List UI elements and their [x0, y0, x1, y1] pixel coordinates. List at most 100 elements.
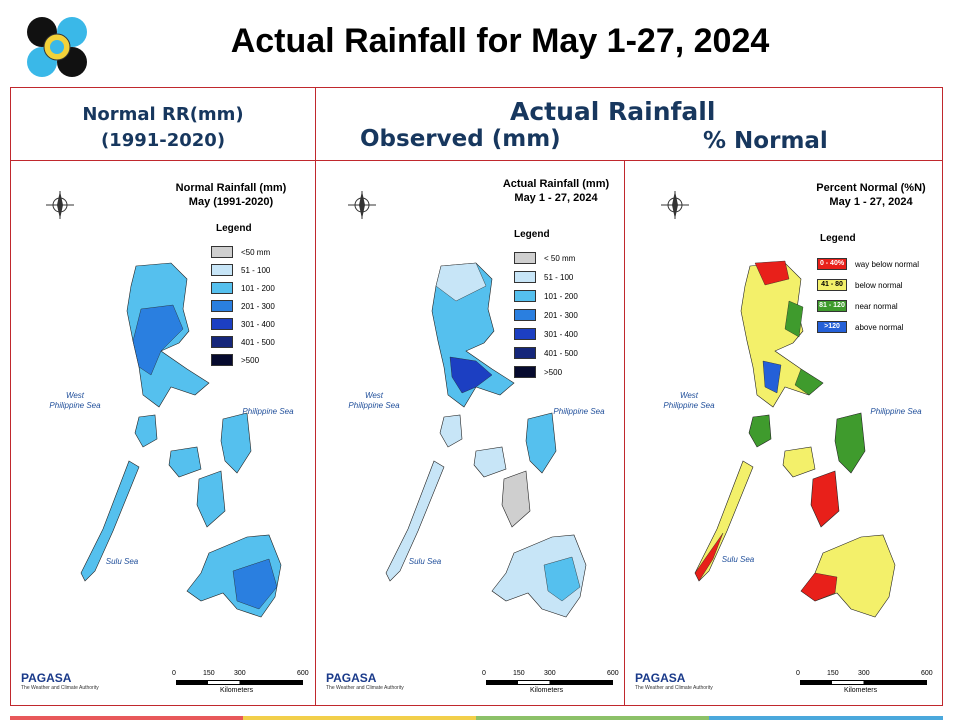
palawan	[385, 460, 445, 582]
map-panel-percent: Percent Normal (%N) May 1 - 27, 2024 Leg…	[624, 160, 943, 706]
scale-tick-label: 0	[482, 670, 486, 677]
map-title-line1: Percent Normal (%N)	[816, 182, 926, 194]
sea-label-east: Philippine Sea	[242, 407, 294, 416]
luzon-wet-core	[449, 356, 493, 394]
legend-item: 201 - 300	[514, 308, 578, 322]
legend-swatch	[211, 246, 233, 258]
legend-title: Legend	[514, 229, 550, 240]
footer-stripe-yellow	[243, 716, 476, 720]
legend-swatch	[211, 318, 233, 330]
luzon-wet-core	[132, 304, 184, 376]
legend-item: < 50 mm	[514, 251, 575, 265]
panay	[782, 446, 816, 478]
normal-rainfall-map	[46, 191, 282, 618]
legend-swatch	[514, 309, 536, 321]
palawan	[80, 460, 140, 582]
legend-label: >500	[544, 367, 563, 377]
sea-label-sulu: Sulu Sea	[408, 557, 442, 566]
luzon-north-red	[754, 260, 790, 286]
legend-item: 401 - 500	[211, 335, 275, 349]
legend-swatch	[211, 282, 233, 294]
legend-label: 51 - 100	[544, 272, 574, 282]
compass-rose	[46, 191, 74, 219]
legend-swatch: 0 - 40%	[817, 258, 847, 270]
mindoro	[748, 414, 772, 448]
scale-bar	[800, 680, 927, 685]
pagasa-brand: PAGASA The Weather and Climate Authority	[326, 671, 404, 691]
legend-label: 51 - 100	[241, 265, 271, 275]
bicol-green	[794, 368, 824, 396]
map-title-line2: May (1991-2020)	[188, 196, 274, 208]
legend-item: 41 - 80 below normal	[817, 278, 903, 292]
scale-tick-label: 150	[513, 670, 525, 677]
legend-swatch	[211, 354, 233, 366]
legend-swatch	[211, 300, 233, 312]
scale-unit: Kilometers	[530, 687, 564, 694]
legend-label: 101 - 200	[241, 283, 275, 293]
legend-label: <50 mm	[241, 247, 271, 257]
map-title-line2: May 1 - 27, 2024	[514, 192, 598, 204]
observed-header: Observed (mm)	[360, 126, 561, 152]
footer-stripe-green	[476, 716, 709, 720]
luzon-east-green	[784, 300, 804, 338]
scale-bar	[176, 680, 303, 685]
scale-tick-label: 600	[921, 670, 933, 677]
legend-label: above normal	[855, 322, 904, 332]
map-title-line1: Actual Rainfall (mm)	[502, 178, 610, 190]
legend-swatch	[514, 347, 536, 359]
scale-tick-label: 300	[858, 670, 870, 677]
negros-cebu	[501, 470, 531, 528]
legend-swatch	[211, 336, 233, 348]
legend-label: 401 - 500	[544, 348, 578, 358]
legend-label: below normal	[855, 280, 903, 290]
pagasa-logo	[27, 17, 87, 77]
scale-bar	[486, 680, 613, 685]
panay	[168, 446, 202, 478]
samar-leyte	[525, 412, 557, 474]
legend-label: 101 - 200	[544, 291, 578, 301]
legend-label: near normal	[855, 301, 898, 311]
legend-label: >500	[241, 355, 260, 365]
philippines-map	[80, 262, 282, 618]
pagasa-brand: PAGASA The Weather and Climate Authority	[635, 671, 713, 691]
legend-label: 201 - 300	[544, 310, 578, 320]
map-panel-normal: Normal Rainfall (mm) May (1991-2020) Leg…	[10, 160, 316, 706]
scale-unit: Kilometers	[844, 687, 878, 694]
negros-cebu	[196, 470, 226, 528]
luzon-north-dry	[435, 262, 487, 302]
sea-label-sulu: Sulu Sea	[105, 557, 139, 566]
legend-item: 401 - 500	[514, 346, 578, 360]
legend-item: 301 - 400	[211, 317, 275, 331]
luzon-central-blue	[762, 360, 782, 394]
legend-item: 301 - 400	[514, 327, 578, 341]
scale-tick-label: 600	[607, 670, 619, 677]
philippines-map	[694, 260, 896, 618]
scale-tick-label: 0	[796, 670, 800, 677]
pagasa-brand: PAGASA The Weather and Climate Authority	[21, 671, 99, 691]
map-title-line2: May 1 - 27, 2024	[829, 196, 913, 208]
negros-cebu	[810, 470, 840, 528]
legend-item: 51 - 100	[211, 263, 270, 277]
panay	[473, 446, 507, 478]
legend-item: 81 - 120 near normal	[817, 299, 898, 313]
samar-leyte	[220, 412, 252, 474]
scale-unit: Kilometers	[220, 687, 254, 694]
legend-swatch	[514, 366, 536, 378]
legend-label: 301 - 400	[241, 319, 275, 329]
scale-tick-label: 300	[544, 670, 556, 677]
scale-tick-label: 0	[172, 670, 176, 677]
percent-normal-map	[661, 191, 896, 618]
legend-swatch	[514, 328, 536, 340]
page-title: Actual Rainfall for May 1-27, 2024	[230, 22, 770, 60]
sea-label-east: Philippine Sea	[553, 407, 605, 416]
legend-label: < 50 mm	[544, 253, 576, 263]
map-panel-observed: Actual Rainfall (mm) May 1 - 27, 2024 Le…	[315, 160, 625, 706]
legend-item: >500	[211, 353, 259, 367]
compass-rose	[661, 191, 689, 219]
normal-header-line2: (1991-2020)	[100, 130, 226, 151]
map-title-line1: Normal Rainfall (mm)	[175, 182, 287, 194]
sea-label-west: West Philippine Sea	[348, 391, 400, 410]
palawan-red	[694, 532, 724, 582]
palawan	[694, 460, 754, 582]
scale-tick-label: 600	[297, 670, 309, 677]
